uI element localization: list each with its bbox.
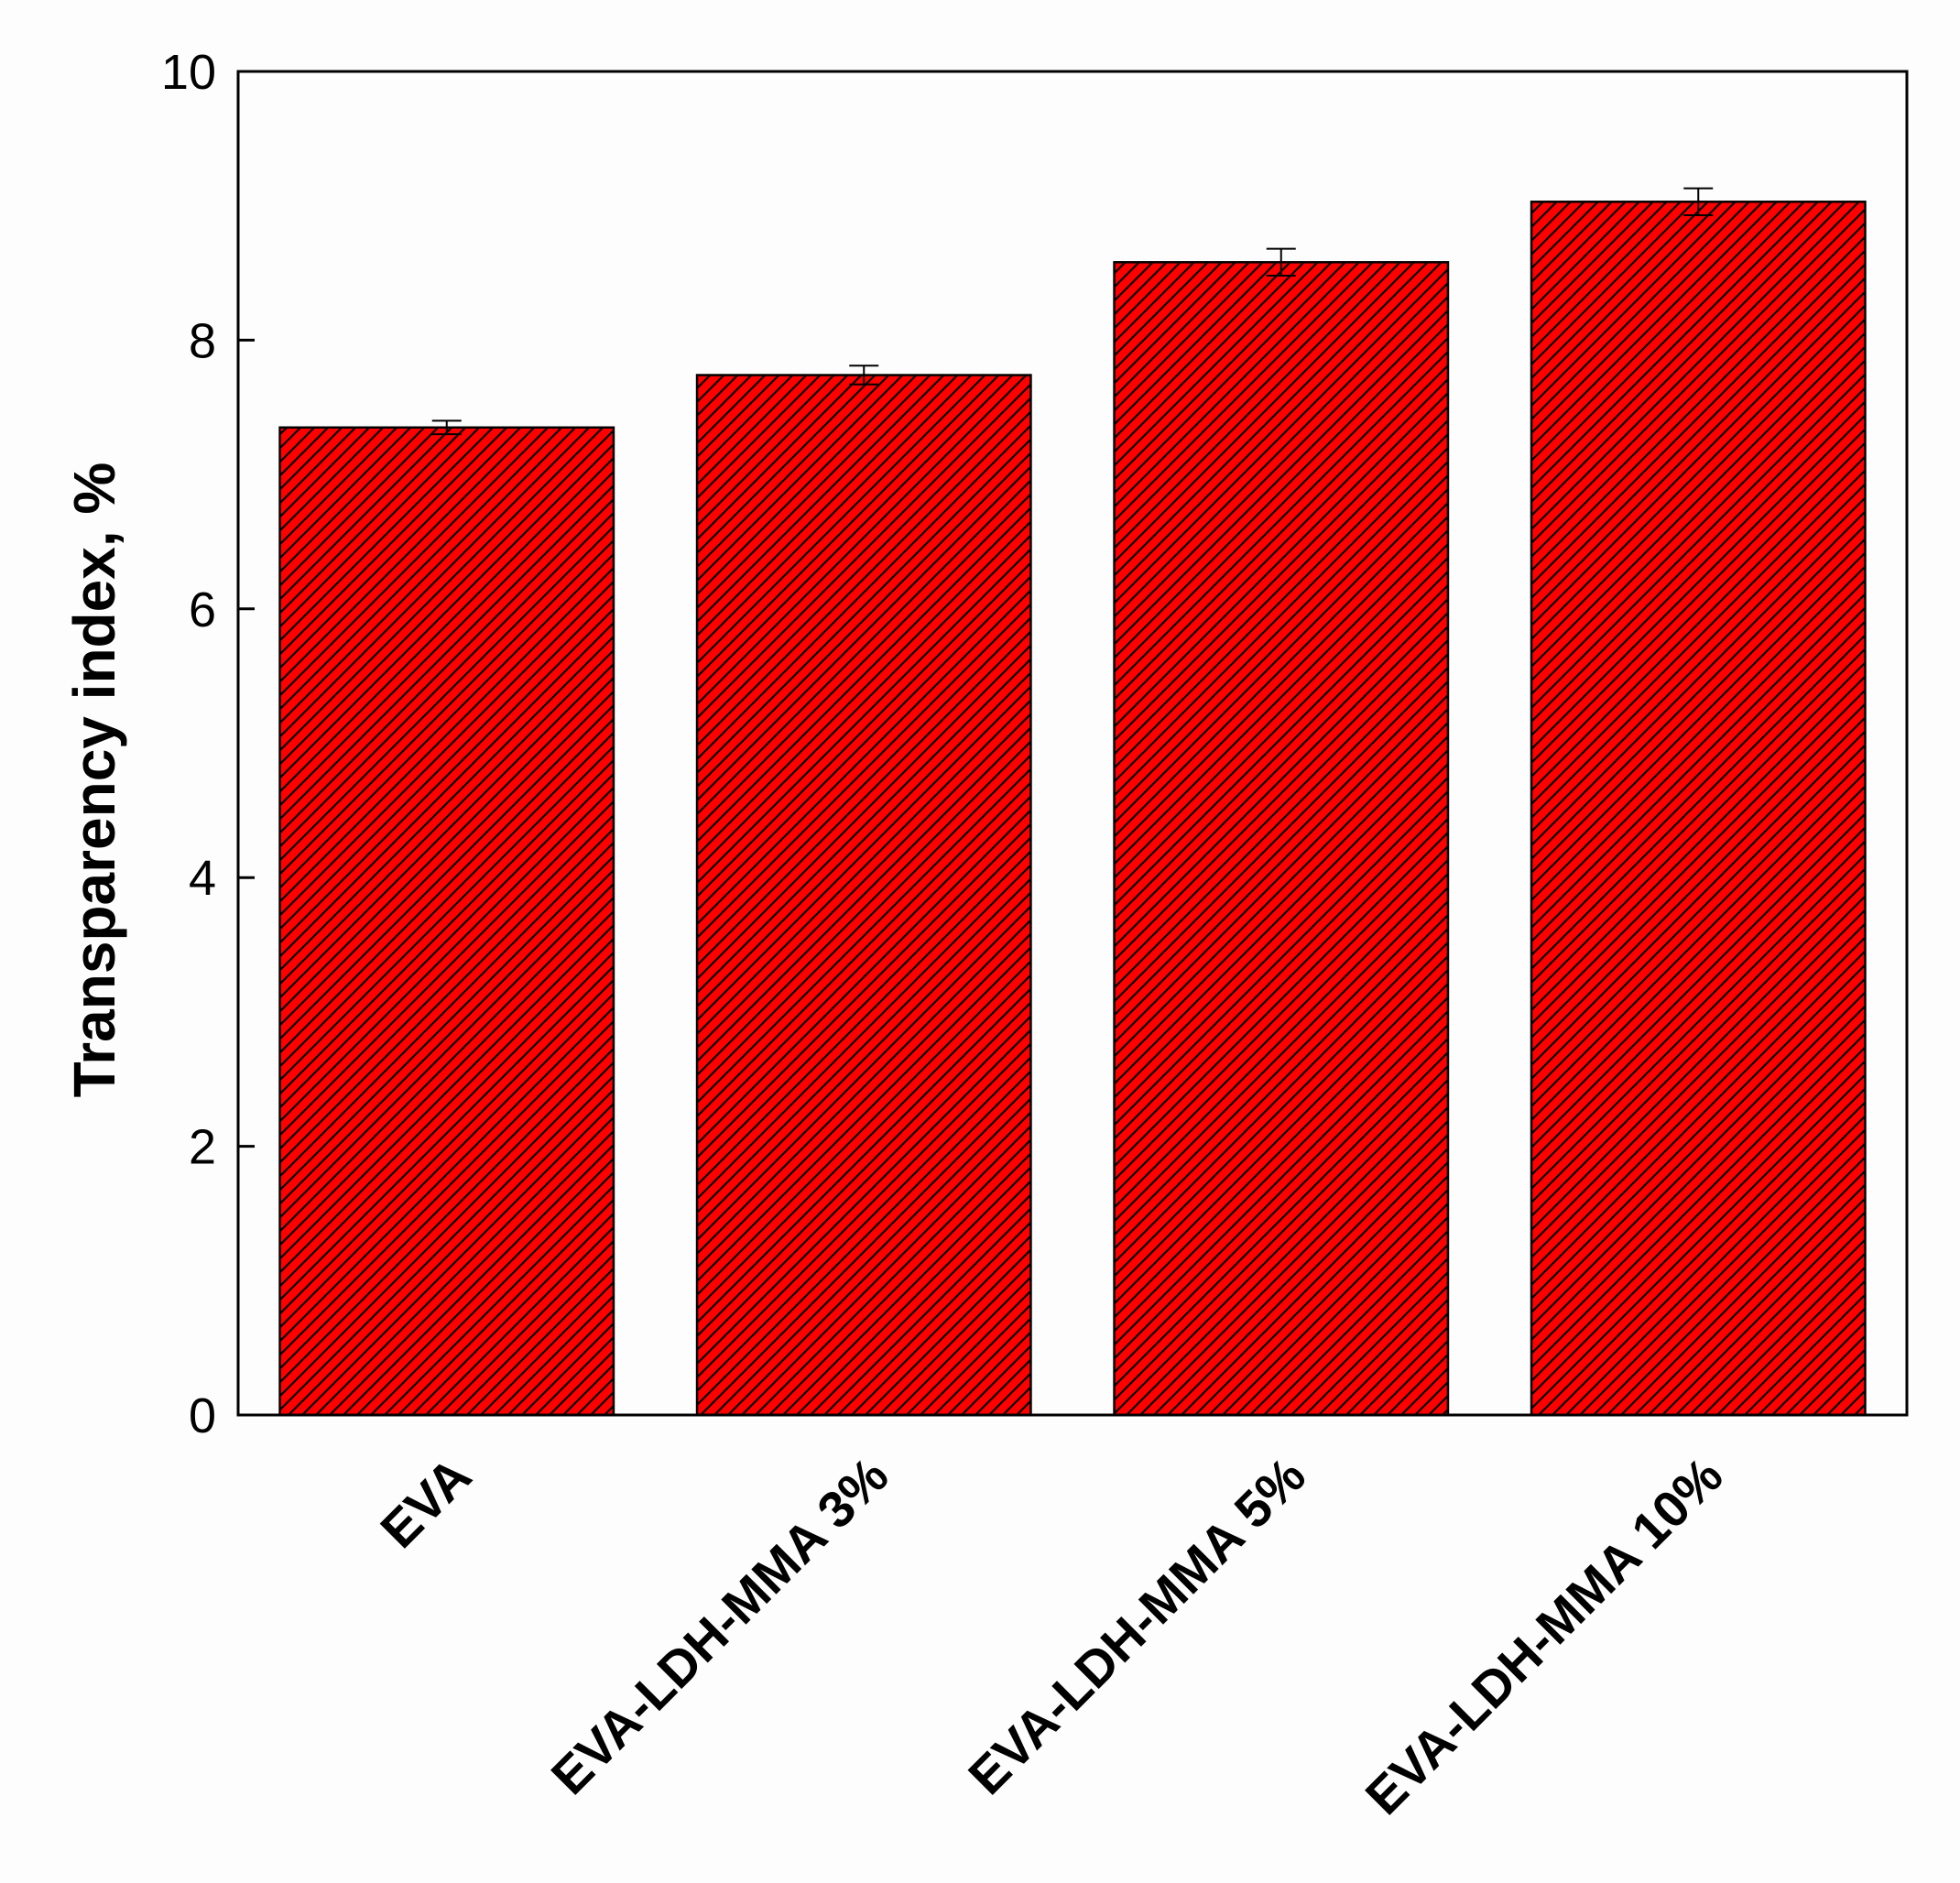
x-axis: EVA EVA-LDH-MMA 3% EVA-LDH-MMA 5% EVA-LDH-M… bbox=[369, 1446, 1734, 1825]
y-axis: 0 2 4 6 8 10 bbox=[161, 45, 255, 1443]
bars-group bbox=[278, 201, 1867, 1417]
error-bar bbox=[431, 419, 462, 436]
y-tick-label: 4 bbox=[189, 851, 216, 906]
error-bar bbox=[849, 365, 879, 386]
x-category-label: EVA-LDH-MMA 10% bbox=[1355, 1446, 1734, 1825]
error-bar bbox=[1266, 247, 1296, 277]
plot-frame bbox=[236, 70, 1909, 1417]
error-bar bbox=[1683, 187, 1714, 216]
y-tick-label: 8 bbox=[189, 313, 216, 368]
y-tick-label: 6 bbox=[189, 582, 216, 637]
y-tick-label: 10 bbox=[161, 45, 216, 100]
bar bbox=[278, 426, 615, 1417]
y-axis-title: Transparency index, % bbox=[61, 463, 127, 1098]
y-tick-label: 0 bbox=[189, 1388, 216, 1443]
bar bbox=[1113, 261, 1450, 1417]
error-bars-group bbox=[431, 187, 1714, 436]
bar bbox=[1530, 201, 1867, 1417]
x-category-label: EVA-LDH-MMA 3% bbox=[540, 1446, 899, 1805]
x-category-label: EVA bbox=[369, 1446, 482, 1559]
bar bbox=[695, 374, 1032, 1417]
y-tick-label: 2 bbox=[189, 1120, 216, 1175]
x-category-label: EVA-LDH-MMA 5% bbox=[957, 1446, 1316, 1805]
